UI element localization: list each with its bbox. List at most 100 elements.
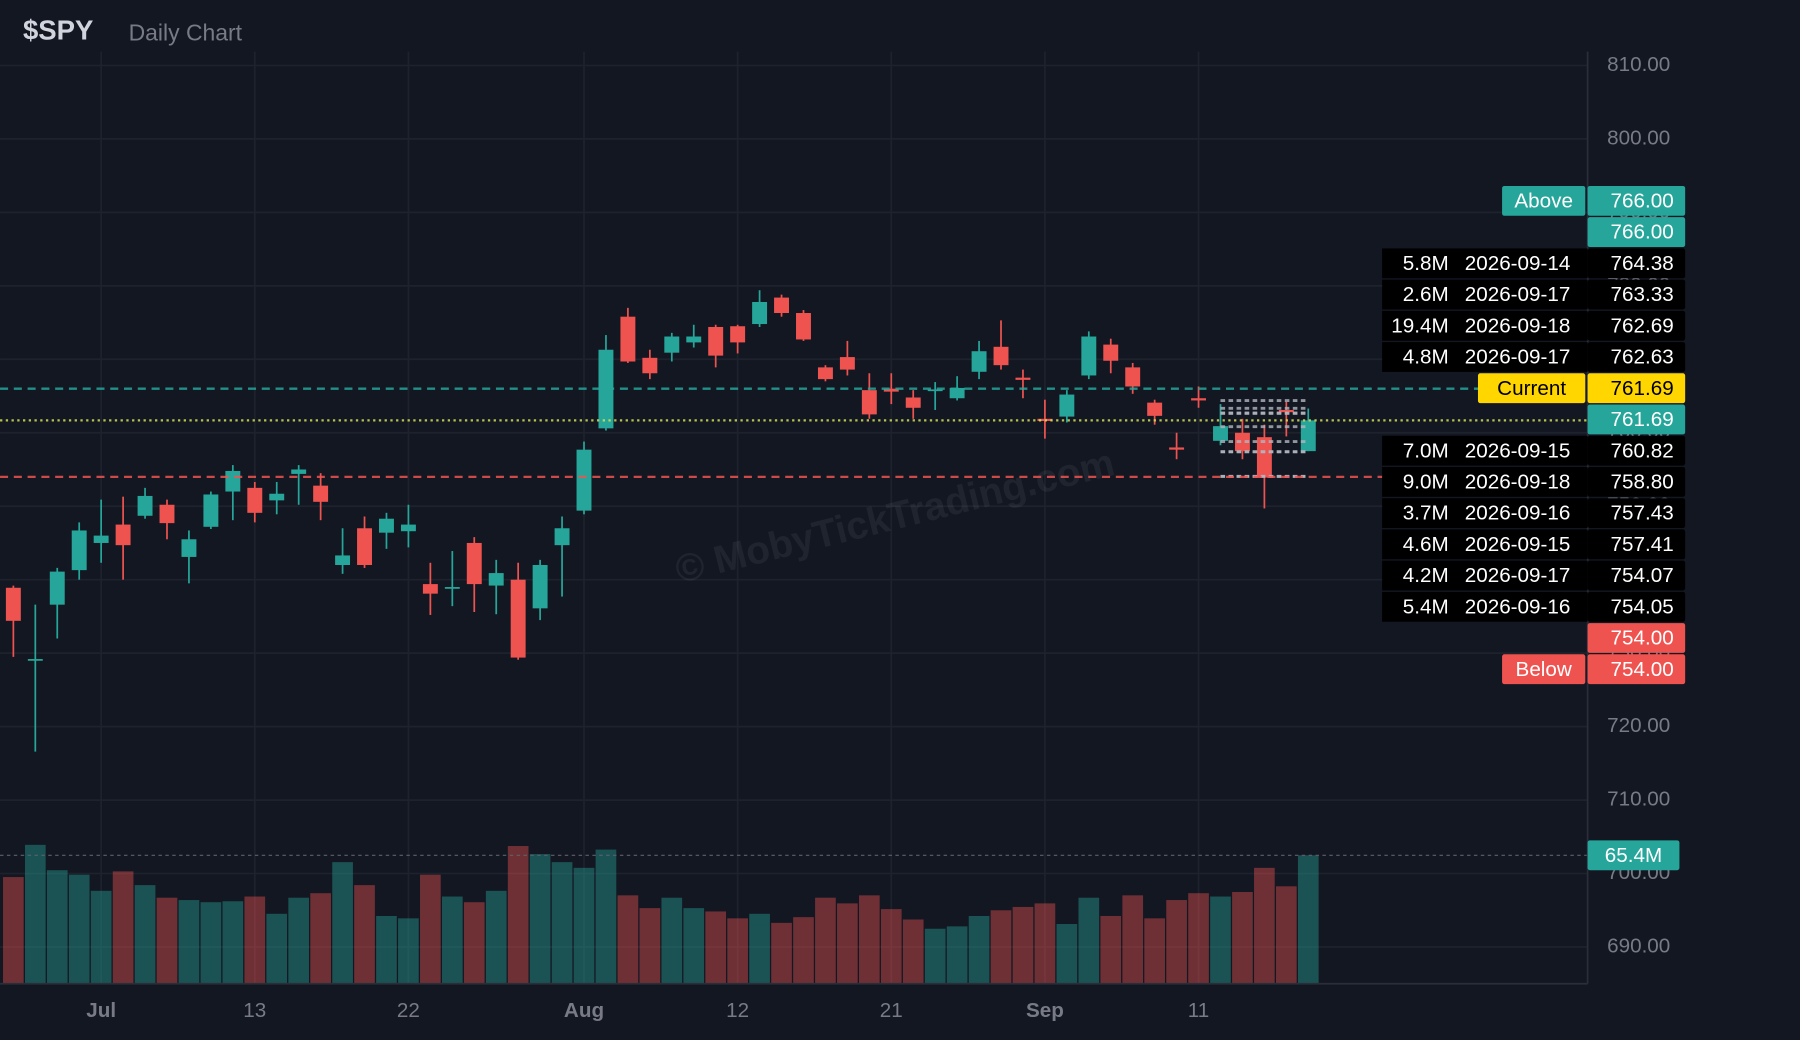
order-size: 19.4M <box>1391 314 1448 337</box>
x-tick-label: Jul <box>86 999 116 1022</box>
order-date: 2026-09-18 <box>1465 470 1571 493</box>
price-label-box <box>1587 498 1686 529</box>
order-label-box <box>1382 435 1588 466</box>
volume-bar <box>1232 892 1253 984</box>
chart-subtitle: Daily Chart <box>129 19 243 45</box>
volume-bar <box>507 846 529 984</box>
candle-body <box>796 313 811 340</box>
volume-bar <box>24 844 46 984</box>
price-label-box <box>1587 342 1686 372</box>
volume-bar <box>639 908 661 984</box>
candle-body <box>1278 409 1294 413</box>
candle-body <box>203 494 219 527</box>
candle-body <box>576 449 592 511</box>
order-label-box <box>1382 248 1588 279</box>
price-label: 757.43 <box>1610 502 1673 525</box>
level-name-box <box>1502 185 1586 216</box>
volume-bar <box>551 862 573 984</box>
price-label: 754.00 <box>1610 658 1673 681</box>
candle-body <box>971 351 987 372</box>
candle-body <box>137 495 153 516</box>
candle-body <box>400 524 416 532</box>
volume-bar <box>749 913 770 984</box>
y-tick-label: 710.00 <box>1607 788 1670 811</box>
volume-bar <box>244 896 266 984</box>
x-tick-label: 13 <box>243 999 266 1022</box>
volume-bar <box>354 885 375 984</box>
volume-bar <box>837 903 858 984</box>
price-labels: 65.4M 766.00 Above 766.00 764.38 5.8M 2026-09-… <box>1382 185 1686 871</box>
price-label: 764.38 <box>1610 252 1673 275</box>
price-label: 754.00 <box>1610 627 1673 650</box>
candle-body <box>269 493 285 501</box>
volume-bar <box>90 890 112 984</box>
candle-body <box>5 587 21 621</box>
price-label-box <box>1587 248 1686 279</box>
volume-bar <box>617 895 639 984</box>
price-label: 761.69 <box>1610 377 1673 400</box>
volume-bar <box>1297 855 1319 984</box>
candle-body <box>905 397 921 408</box>
volume-bar <box>46 870 68 984</box>
volume-bar <box>420 874 441 984</box>
candle-body <box>444 587 460 589</box>
price-label: 758.80 <box>1610 470 1673 493</box>
levels <box>0 387 1588 478</box>
candle-body <box>379 518 394 533</box>
price-label-box <box>1587 591 1686 622</box>
volume-bar <box>441 896 463 984</box>
x-tick-label: 22 <box>397 999 420 1022</box>
volume-bar <box>1078 897 1100 984</box>
order-size: 4.2M <box>1403 564 1449 587</box>
volume-bar <box>1188 893 1209 984</box>
order-date: 2026-09-15 <box>1465 439 1571 462</box>
candle-body <box>883 388 899 392</box>
candle-body <box>598 349 614 429</box>
candle-body <box>422 584 438 594</box>
price-label-box <box>1587 466 1686 497</box>
volume-label-box <box>1587 840 1680 871</box>
volume-bar <box>815 897 836 984</box>
order-size: 5.8M <box>1403 252 1449 275</box>
order-size: 2.6M <box>1403 283 1449 306</box>
price-label-box <box>1587 373 1686 404</box>
volume-bar <box>1034 903 1056 984</box>
candle-body <box>817 367 833 380</box>
volume-bar <box>178 900 200 984</box>
volume-bar <box>705 911 727 984</box>
order-date: 2026-09-18 <box>1465 314 1571 337</box>
price-label: 760.82 <box>1610 439 1673 462</box>
candle-body <box>27 659 43 661</box>
candle-body <box>642 357 658 374</box>
volume-bar <box>266 913 288 984</box>
candle-body <box>225 470 241 492</box>
y-tick-label: 810.00 <box>1607 53 1670 76</box>
volume-bar <box>1100 915 1122 984</box>
order-size: 3.7M <box>1403 502 1449 525</box>
price-label-box <box>1587 217 1686 248</box>
x-tick-label: Aug <box>564 999 604 1022</box>
candle-body <box>1234 432 1250 452</box>
candle-body <box>993 346 1009 366</box>
price-label: 754.05 <box>1610 595 1673 618</box>
volume-bar <box>902 919 924 984</box>
order-label-box <box>1382 591 1588 622</box>
price-label-box <box>1587 623 1686 653</box>
volume-bar <box>68 874 90 984</box>
candle-body <box>181 539 197 557</box>
volume-bar <box>924 928 946 984</box>
candle-body <box>1256 437 1272 478</box>
candle-body <box>93 535 109 543</box>
price-label-box <box>1587 529 1686 560</box>
candle-body <box>115 524 131 546</box>
price-label-box <box>1587 310 1686 341</box>
price-label: 762.63 <box>1610 346 1673 369</box>
volume-bar <box>1144 918 1165 984</box>
price-label: 762.69 <box>1610 314 1673 337</box>
volume-bar <box>332 862 353 984</box>
candle-body <box>708 326 724 356</box>
order-date: 2026-09-17 <box>1465 346 1571 369</box>
volume-bar <box>880 909 902 984</box>
order-date: 2026-09-15 <box>1465 533 1571 556</box>
volume-bar <box>529 854 551 984</box>
